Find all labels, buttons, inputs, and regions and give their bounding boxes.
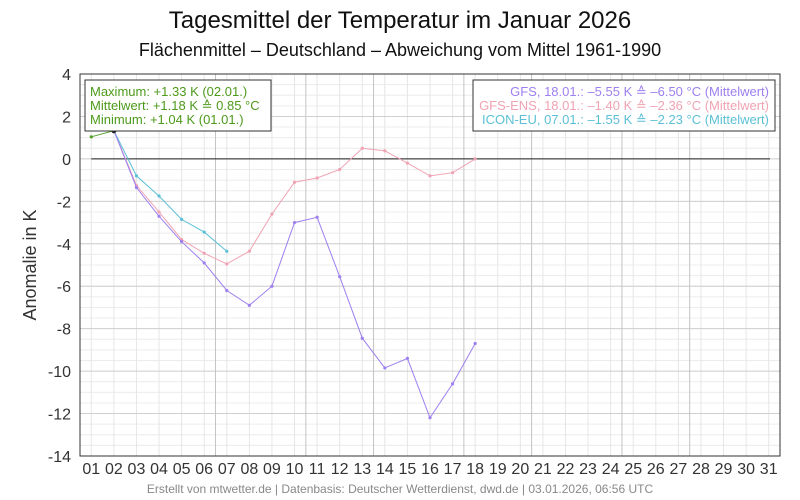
y-tick-label: -10 xyxy=(48,364,71,381)
x-tick-label: 25 xyxy=(624,461,642,478)
x-tick-label: 22 xyxy=(557,461,575,478)
x-tick-label: 03 xyxy=(128,461,146,478)
data-point-gfs xyxy=(247,303,251,307)
legend-entry-icon-eu: ICON-EU, 07.01.: –1.55 K ≙ –2.23 °C (Mit… xyxy=(482,112,769,127)
data-point-icon_eu xyxy=(202,230,206,234)
x-tick-label: 17 xyxy=(444,461,462,478)
data-point-gfs_ens xyxy=(428,174,432,178)
data-point-gfs xyxy=(338,275,342,279)
data-point-gfs xyxy=(360,336,364,340)
x-tick-label: 14 xyxy=(376,461,394,478)
data-point-gfs xyxy=(473,341,477,346)
x-tick-label: 13 xyxy=(353,461,371,478)
x-tick-label: 05 xyxy=(173,461,191,478)
data-point-gfs xyxy=(134,185,139,190)
plot-frame xyxy=(79,73,781,457)
data-point-observed xyxy=(89,135,93,139)
x-axis-ticks: 01 02 03 04 05 06 07 08 09 10 11 12 13 14 15 16 17 18 19 20… xyxy=(82,461,777,478)
x-tick-label: 15 xyxy=(399,461,417,478)
series-line-icon_eu xyxy=(113,130,228,252)
legend-entry-gfs: GFS, 18.01.: –5.55 K ≙ –6.50 °C (Mittelw… xyxy=(510,84,769,99)
data-point-gfs xyxy=(157,214,161,218)
stats-box-frame xyxy=(84,79,272,132)
x-tick-label: 31 xyxy=(760,461,778,478)
data-point-icon_eu xyxy=(157,194,161,198)
data-point-gfs_ens xyxy=(247,249,251,253)
data-point-gfs_ens xyxy=(473,157,477,161)
data-point-gfs xyxy=(270,284,274,288)
data-point-gfs xyxy=(450,382,455,386)
legend-box: GFS, 18.01.: –5.55 K ≙ –6.50 °C (Mittelw… xyxy=(472,79,776,132)
y-tick-label: 0 xyxy=(62,152,71,169)
series-layer xyxy=(89,128,477,420)
data-point-icon_eu xyxy=(134,174,139,178)
x-tick-label: 12 xyxy=(331,461,349,478)
data-point-gfs_ens xyxy=(202,251,206,255)
series-line-observed xyxy=(91,130,115,138)
y-tick-label: -12 xyxy=(48,407,71,424)
y-tick-label: -4 xyxy=(57,237,71,254)
data-point-gfs xyxy=(428,416,432,420)
data-point-gfs xyxy=(383,366,387,370)
y-tick-label: -2 xyxy=(57,194,71,211)
data-point-gfs_ens xyxy=(315,176,319,180)
y-tick-label: -8 xyxy=(57,322,71,339)
data-point-gfs xyxy=(292,220,297,225)
data-point-icon_eu xyxy=(180,217,184,221)
data-point-gfs_ens xyxy=(450,171,455,175)
stats-max: Maximum: +1.33 K (02.01.) xyxy=(90,84,247,99)
x-tick-label: 21 xyxy=(534,461,552,478)
data-point-gfs xyxy=(315,215,319,219)
x-tick-label: 26 xyxy=(647,461,665,478)
x-tick-label: 27 xyxy=(669,461,687,478)
x-tick-label: 10 xyxy=(286,461,304,478)
x-tick-label: 16 xyxy=(421,461,439,478)
x-tick-label: 11 xyxy=(309,461,326,478)
data-point-gfs xyxy=(225,288,229,293)
data-point-gfs_ens xyxy=(405,161,410,165)
x-tick-label: 23 xyxy=(579,461,597,478)
data-point-gfs xyxy=(405,356,410,360)
x-tick-label: 09 xyxy=(263,461,281,478)
data-point-gfs_ens xyxy=(157,210,161,214)
stats-min: Minimum: +1.04 K (01.01.) xyxy=(90,112,244,127)
x-tick-label: 06 xyxy=(195,461,213,478)
data-point-gfs_ens xyxy=(292,180,297,184)
data-point-gfs_ens xyxy=(338,167,342,172)
x-tick-label: 24 xyxy=(602,461,620,478)
x-tick-label: 20 xyxy=(511,461,529,478)
data-point-gfs xyxy=(180,240,184,244)
stats-box: Maximum: +1.33 K (02.01.) Mittelwert: +1… xyxy=(84,79,272,132)
data-point-gfs xyxy=(202,261,206,265)
legend-frame xyxy=(472,79,776,132)
y-axis-ticks: 4 2 0 -2 -4 -6 -8 -10 -12 -14 xyxy=(48,67,71,466)
y-tick-label: -14 xyxy=(48,449,71,466)
stats-mean: Mittelwert: +1.18 K ≙ 0.85 °C xyxy=(90,98,260,113)
data-point-gfs_ens xyxy=(383,149,387,153)
chart-title: Tagesmittel der Temperatur im Januar 202… xyxy=(169,7,631,34)
x-tick-label: 18 xyxy=(466,461,484,478)
x-tick-label: 29 xyxy=(715,461,733,478)
y-tick-label: 2 xyxy=(62,109,71,126)
y-axis-label: Anomalie in K xyxy=(20,209,40,320)
data-point-gfs_ens xyxy=(270,212,274,216)
x-tick-label: 01 xyxy=(82,461,100,478)
y-tick-label: 4 xyxy=(62,67,71,84)
x-tick-label: 02 xyxy=(105,461,123,478)
x-tick-label: 04 xyxy=(150,461,168,478)
y-tick-label: -6 xyxy=(57,279,71,296)
x-tick-label: 30 xyxy=(737,461,755,478)
data-point-icon_eu xyxy=(225,249,229,253)
legend-entry-gfs-ens: GFS-ENS, 18.01.: –1.40 K ≙ –2.36 °C (Mit… xyxy=(479,98,769,113)
x-tick-label: 19 xyxy=(489,461,507,478)
x-tick-label: 07 xyxy=(218,461,236,478)
data-point-gfs_ens xyxy=(360,146,364,150)
data-point-gfs_ens xyxy=(225,262,229,266)
chart-subtitle: Flächenmittel – Deutschland – Abweichung… xyxy=(139,40,661,60)
footer-credit: Erstellt von mtwetter.de | Datenbasis: D… xyxy=(147,482,654,496)
x-tick-label: 08 xyxy=(240,461,258,478)
x-tick-label: 28 xyxy=(692,461,710,478)
